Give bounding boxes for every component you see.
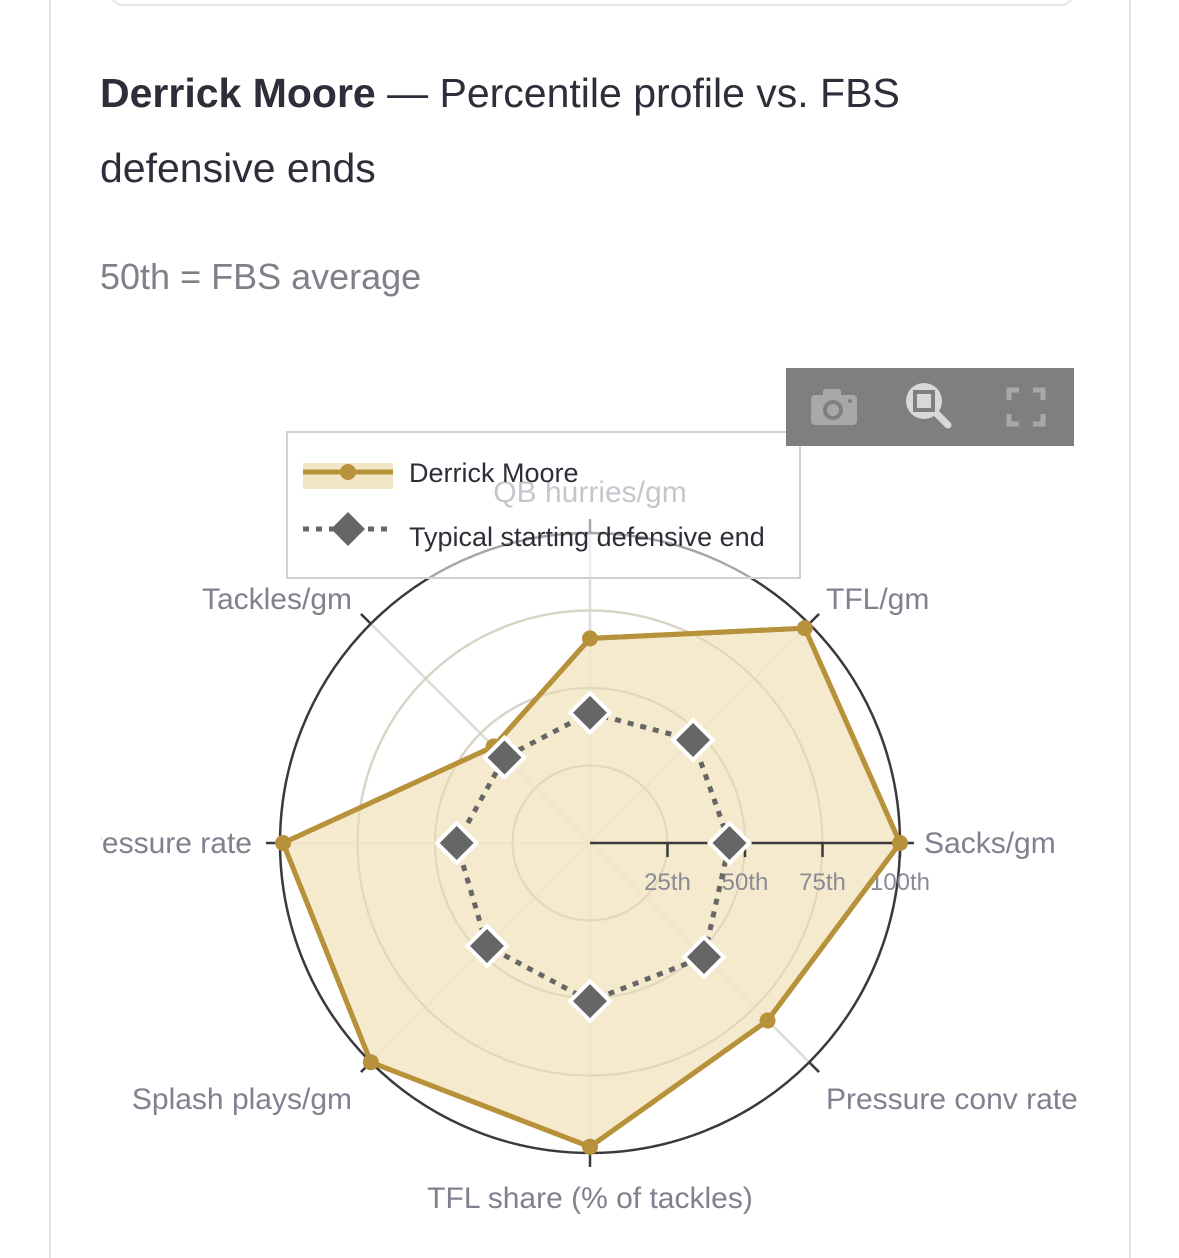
angular-tick xyxy=(360,613,372,625)
chart-modebar xyxy=(786,368,1074,446)
camera-icon[interactable] xyxy=(808,381,860,433)
typical-point xyxy=(670,717,716,763)
legend-entry: Typical starting defensive end xyxy=(409,522,765,552)
angular-tick xyxy=(808,1061,820,1073)
axis-label: Sacks/gm xyxy=(924,827,1056,860)
series-typical-line xyxy=(454,710,733,1004)
fullscreen-icon[interactable] xyxy=(1000,381,1052,433)
axis-label: Pressure conv rate xyxy=(826,1083,1078,1116)
legend-entry: Derrick Moore xyxy=(409,458,579,488)
axis-label: Pressure rate xyxy=(72,827,252,860)
radial-tick-label: 25th xyxy=(644,869,691,896)
chart-subtitle: 50th = FBS average xyxy=(100,256,422,297)
radial-tick-label: 75th xyxy=(799,869,846,896)
derrick-moore-point xyxy=(275,835,292,851)
card-clip xyxy=(51,820,101,870)
title-rest: — Percentile profile vs. FBS defensive e… xyxy=(100,70,900,191)
chart-card xyxy=(49,0,1131,1258)
derrick-moore-point xyxy=(582,1138,598,1155)
chart-title: Derrick Moore — Percentile profile vs. F… xyxy=(100,56,1000,206)
legend-swatch-marker xyxy=(340,464,356,480)
axis-label: Tackles/gm xyxy=(202,583,352,616)
typical-point xyxy=(567,978,613,1024)
axis-label: TFL share (% of tackles) xyxy=(427,1182,753,1215)
typical-point xyxy=(681,934,727,980)
derrick-moore-point xyxy=(892,835,908,851)
radial-tick-label: 50th xyxy=(722,869,769,896)
angular-tick xyxy=(808,613,820,625)
typical-point xyxy=(434,820,480,866)
legend-swatch-diamond xyxy=(331,512,365,546)
derrick-moore-point xyxy=(582,630,598,647)
typical-point xyxy=(567,690,613,736)
typical-point xyxy=(706,820,753,866)
zoom-icon[interactable] xyxy=(904,381,956,433)
typical-point xyxy=(464,923,510,969)
derrick-moore-point xyxy=(362,1054,379,1071)
legend: Derrick Moore Typical starting defensive … xyxy=(286,431,801,579)
derrick-moore-point xyxy=(796,620,813,637)
typical-point xyxy=(481,734,528,781)
derrick-moore-point xyxy=(759,1012,776,1029)
legend-box xyxy=(286,431,801,579)
axis-label: Splash plays/gm xyxy=(132,1083,352,1116)
axis-label: TFL/gm xyxy=(826,583,929,616)
player-name: Derrick Moore xyxy=(100,70,376,116)
